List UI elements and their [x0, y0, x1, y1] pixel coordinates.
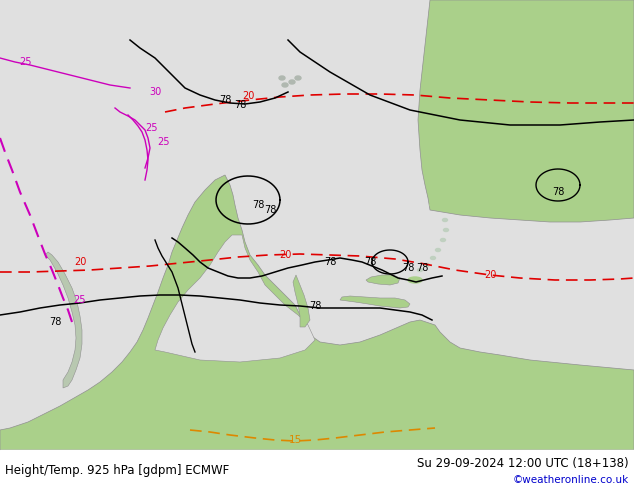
Ellipse shape	[444, 228, 448, 231]
Ellipse shape	[430, 256, 436, 260]
Text: 20: 20	[279, 250, 291, 260]
Polygon shape	[293, 275, 310, 327]
Polygon shape	[0, 175, 634, 450]
Ellipse shape	[443, 219, 448, 221]
Text: 25: 25	[146, 123, 158, 133]
Ellipse shape	[289, 80, 295, 84]
Text: 25: 25	[157, 137, 169, 147]
Ellipse shape	[282, 83, 288, 87]
Ellipse shape	[436, 248, 441, 251]
Text: ©weatheronline.co.uk: ©weatheronline.co.uk	[513, 475, 629, 485]
Polygon shape	[418, 0, 634, 222]
Text: 78: 78	[364, 257, 376, 267]
Text: 25: 25	[74, 295, 86, 305]
Text: 20: 20	[484, 270, 496, 280]
Text: 15: 15	[288, 435, 302, 445]
Text: 78: 78	[49, 317, 61, 327]
Text: 78: 78	[309, 301, 321, 311]
Text: 78: 78	[252, 200, 264, 210]
Polygon shape	[366, 275, 400, 285]
Ellipse shape	[430, 202, 438, 207]
Text: 78: 78	[234, 100, 246, 110]
Polygon shape	[45, 252, 82, 388]
Text: Height/Temp. 925 hPa [gdpm] ECMWF: Height/Temp. 925 hPa [gdpm] ECMWF	[5, 464, 230, 476]
Ellipse shape	[418, 269, 422, 271]
Text: 78: 78	[324, 257, 336, 267]
Text: 78: 78	[552, 187, 564, 197]
Text: 78: 78	[416, 263, 428, 273]
Ellipse shape	[295, 76, 301, 80]
Text: 78: 78	[219, 95, 231, 105]
Text: 20: 20	[242, 91, 254, 101]
Ellipse shape	[408, 277, 422, 283]
Text: 25: 25	[598, 457, 611, 467]
Text: 78: 78	[402, 263, 414, 273]
Text: 25: 25	[19, 57, 31, 67]
Bar	[0, 450, 634, 490]
Text: 20: 20	[74, 257, 86, 267]
Ellipse shape	[441, 239, 446, 242]
Polygon shape	[155, 235, 315, 362]
Text: 78: 78	[264, 205, 276, 215]
Text: 30: 30	[149, 87, 161, 97]
Polygon shape	[340, 296, 410, 308]
Text: Su 29-09-2024 12:00 UTC (18+138): Su 29-09-2024 12:00 UTC (18+138)	[417, 457, 629, 469]
Ellipse shape	[425, 264, 429, 267]
Ellipse shape	[279, 76, 285, 80]
